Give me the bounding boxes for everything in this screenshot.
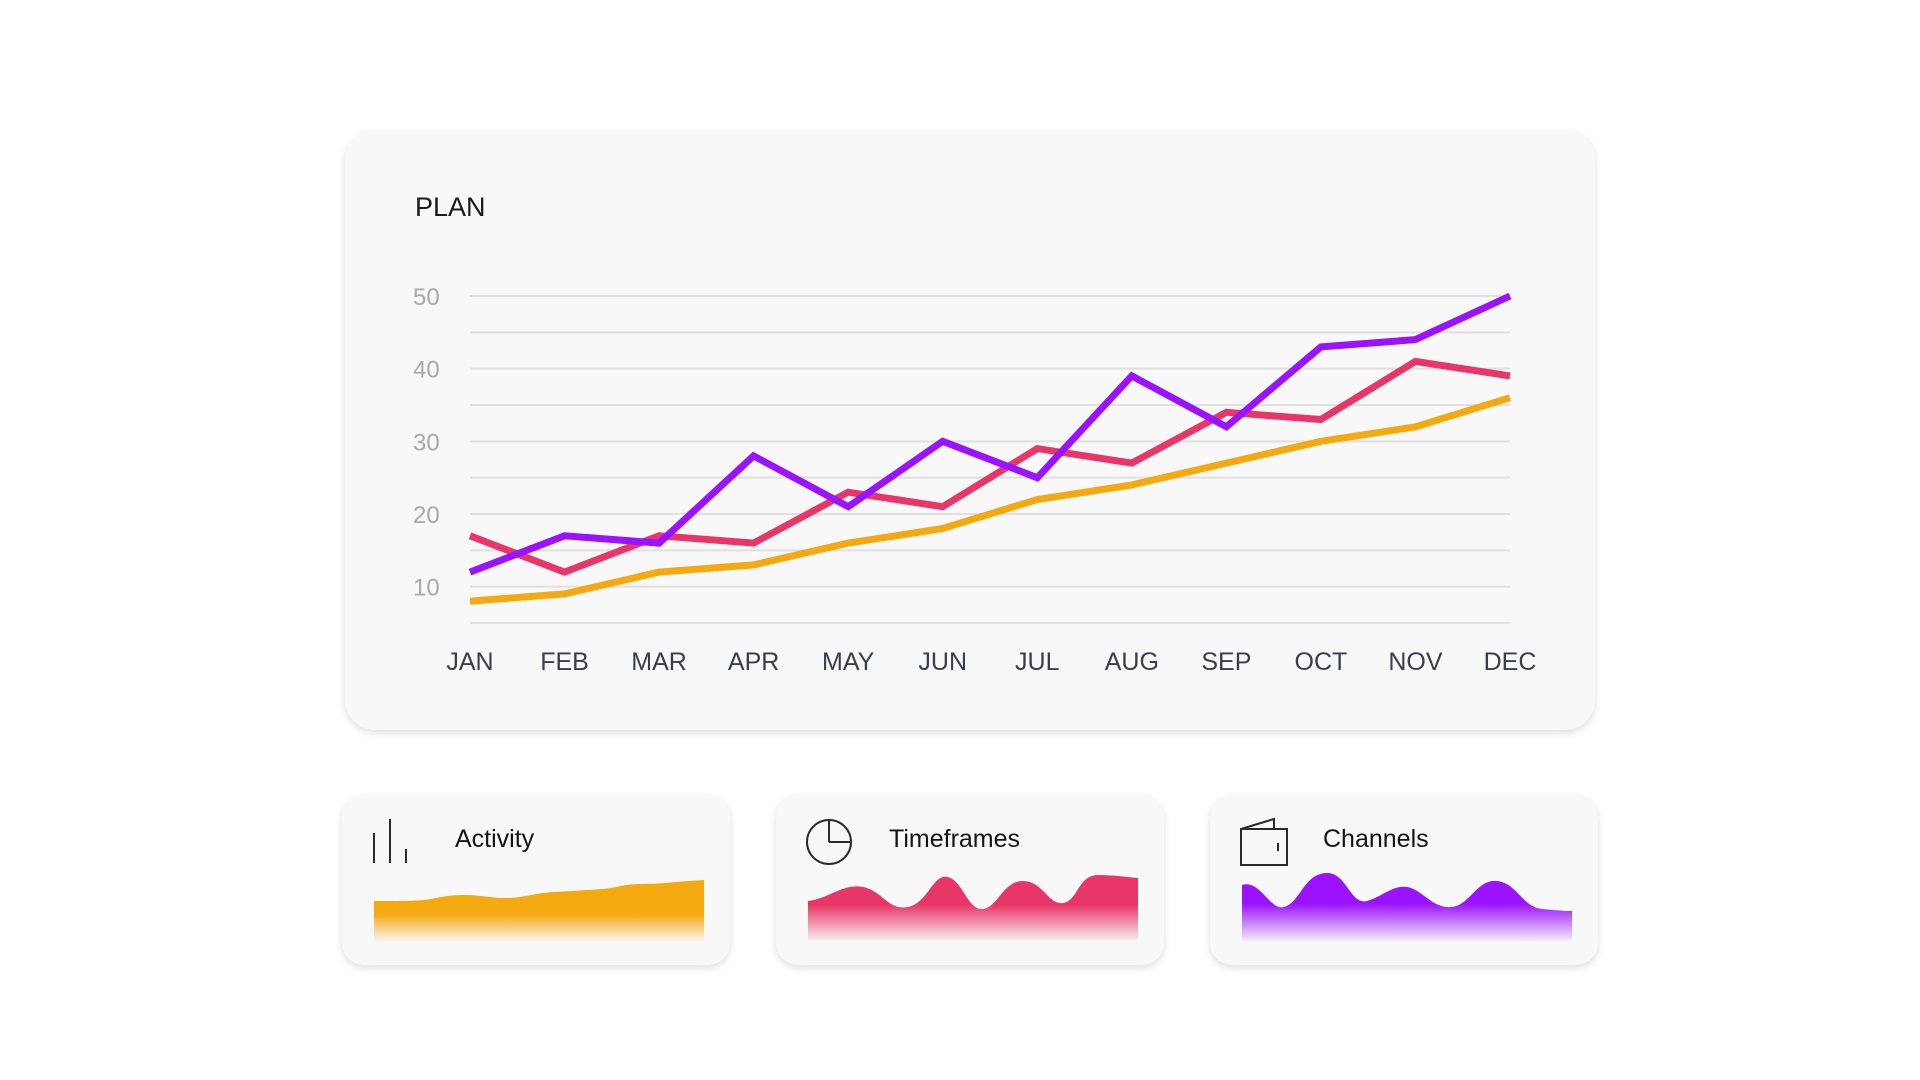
chart-title: PLAN	[415, 192, 486, 222]
x-tick-label: JUN	[918, 648, 967, 676]
y-tick-label: 40	[413, 357, 440, 384]
x-tick-label: SEP	[1201, 648, 1251, 676]
series-lines	[468, 292, 1512, 605]
series-line-1	[468, 292, 1512, 576]
y-tick-label: 50	[413, 284, 440, 311]
x-tick-label: AUG	[1105, 648, 1159, 676]
timeframes-card[interactable]: Timeframes	[776, 795, 1164, 965]
channels-sparkline	[1242, 873, 1572, 941]
activity-label: Activity	[455, 825, 535, 853]
wallet-icon	[1240, 817, 1288, 866]
x-tick-label: JUL	[1015, 648, 1060, 676]
x-tick-label: OCT	[1295, 648, 1348, 676]
x-tick-label: APR	[728, 648, 779, 676]
x-tick-label: NOV	[1388, 648, 1443, 676]
grid-lines	[470, 295, 1510, 624]
y-axis-ticks: 10 20 30 40 50	[413, 284, 440, 602]
x-tick-label: DEC	[1484, 648, 1537, 676]
x-tick-label: JAN	[446, 648, 493, 676]
activity-card[interactable]: Activity	[342, 795, 730, 965]
series-line-2	[469, 394, 1512, 605]
timeframes-label: Timeframes	[889, 825, 1021, 853]
channels-card[interactable]: Channels	[1210, 795, 1598, 965]
pie-chart-icon	[806, 819, 852, 865]
x-tick-label: MAR	[631, 648, 687, 676]
y-tick-label: 10	[413, 575, 440, 602]
channels-label: Channels	[1323, 825, 1429, 853]
bar-chart-icon	[373, 819, 407, 863]
activity-sparkline	[374, 880, 704, 941]
y-tick-label: 30	[413, 429, 440, 456]
x-tick-label: FEB	[540, 648, 589, 676]
y-tick-label: 20	[413, 502, 440, 529]
x-tick-label: MAY	[822, 648, 875, 676]
timeframes-sparkline	[808, 875, 1138, 941]
x-axis-ticks: JAN FEB MAR APR MAY JUN JUL AUG SEP OCT NOV DEC	[446, 648, 1536, 676]
